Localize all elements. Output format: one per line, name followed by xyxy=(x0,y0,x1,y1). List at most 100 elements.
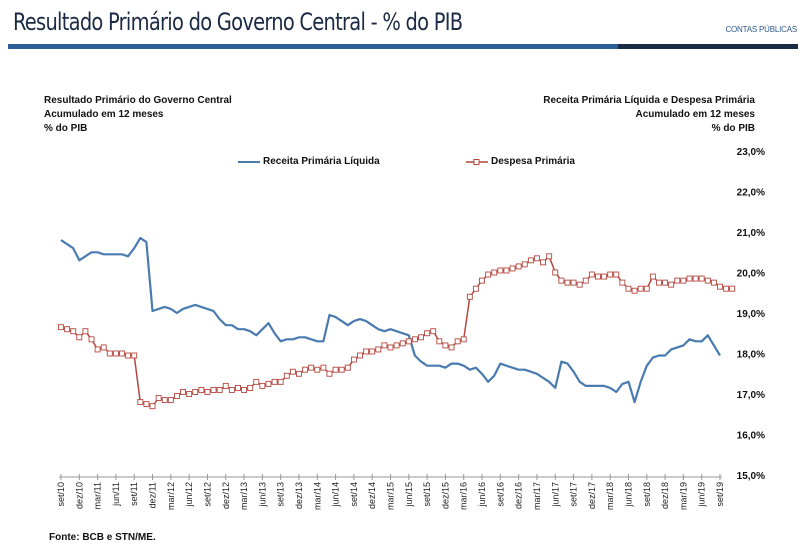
x-tick-label: mar/11 xyxy=(93,482,103,509)
right-heading-line1: Receita Primária Líquida e Despesa Primá… xyxy=(543,95,755,106)
x-tick-label: set/18 xyxy=(642,482,652,507)
data-point-despesa xyxy=(399,340,406,347)
left-chart-heading: Resultado Primário do Governo Central Ac… xyxy=(44,94,232,136)
data-point-despesa xyxy=(509,265,516,272)
data-point-despesa xyxy=(619,279,626,286)
data-point-despesa xyxy=(418,334,424,341)
x-tick-label: set/16 xyxy=(495,482,505,507)
x-tick-label: dez/16 xyxy=(514,482,524,509)
data-point-despesa xyxy=(94,346,101,353)
data-point-despesa xyxy=(180,389,186,395)
data-point-despesa xyxy=(289,368,296,375)
series-group xyxy=(58,237,736,410)
data-point-despesa xyxy=(674,277,681,284)
y-axis: 15,0% 16,0% 17,0% 18,0% 19,0% 20,0% 21,0% 22,0%… xyxy=(737,147,765,482)
data-point-despesa xyxy=(411,336,418,343)
x-tick-label: dez/18 xyxy=(660,482,670,509)
x-tick-label: jun/15 xyxy=(404,482,414,508)
x-axis: set/10 dez/10 mar/11 jun/11 set/11 dez/11 mar/… xyxy=(56,474,725,510)
data-point-despesa xyxy=(515,263,522,270)
data-point-despesa xyxy=(76,334,83,341)
data-point-despesa xyxy=(131,352,138,359)
data-point-despesa xyxy=(155,395,162,401)
x-tick-label: mar/17 xyxy=(532,482,542,510)
data-point-despesa xyxy=(222,382,229,389)
data-point-despesa xyxy=(503,267,510,274)
x-tick-label: set/11 xyxy=(129,482,139,506)
x-tick-label: dez/14 xyxy=(367,482,377,509)
data-point-despesa xyxy=(527,257,534,264)
data-point-despesa xyxy=(717,283,723,290)
data-point-despesa xyxy=(271,378,278,385)
section-label: CONTAS PÚBLICAS xyxy=(725,25,797,34)
data-point-despesa xyxy=(466,293,473,300)
data-point-despesa xyxy=(405,338,412,345)
data-point-despesa xyxy=(564,279,571,286)
data-point-despesa xyxy=(613,271,620,278)
data-point-despesa xyxy=(70,328,77,335)
x-tick-label: dez/15 xyxy=(440,482,450,509)
data-point-despesa xyxy=(326,370,333,377)
data-point-despesa xyxy=(387,344,394,351)
data-point-despesa xyxy=(637,285,644,292)
x-tick-label: set/10 xyxy=(56,482,66,507)
data-point-despesa xyxy=(112,350,119,357)
left-heading-line3: % do PIB xyxy=(44,123,88,134)
data-point-despesa xyxy=(173,393,180,399)
data-point-despesa xyxy=(582,277,589,284)
data-point-despesa xyxy=(204,389,211,395)
x-tick-label: dez/11 xyxy=(148,482,158,508)
legend-square-marker-icon xyxy=(466,158,488,165)
x-tick-label: jun/11 xyxy=(111,482,121,507)
data-point-despesa xyxy=(149,403,156,410)
x-tick-label: mar/18 xyxy=(605,482,615,510)
data-point-despesa xyxy=(192,389,199,395)
right-heading-line3: % do PIB xyxy=(711,123,755,134)
data-point-despesa xyxy=(656,279,662,286)
y-tick-label: 16,0% xyxy=(737,431,765,442)
y-tick-label: 15,0% xyxy=(737,471,765,482)
data-point-despesa xyxy=(436,338,443,345)
data-point-despesa xyxy=(161,397,168,404)
header-divider-dark xyxy=(618,44,798,49)
data-point-despesa xyxy=(625,285,632,292)
data-point-despesa xyxy=(235,384,241,391)
y-tick-label: 23,0% xyxy=(737,147,765,158)
legend-item-despesa: Despesa Primária xyxy=(466,156,575,167)
x-tick-label: dez/13 xyxy=(294,482,304,509)
data-point-despesa xyxy=(540,259,546,266)
data-point-despesa xyxy=(393,342,400,349)
x-tick-label: dez/17 xyxy=(587,482,597,509)
data-point-despesa xyxy=(485,271,492,278)
data-point-despesa xyxy=(601,273,608,280)
x-tick-label: mar/16 xyxy=(459,482,469,510)
data-point-despesa xyxy=(607,271,614,278)
data-point-despesa xyxy=(680,277,687,284)
data-point-despesa xyxy=(143,401,150,408)
x-tick-label: jun/12 xyxy=(184,482,194,508)
data-point-despesa xyxy=(472,285,479,292)
x-tick-label: mar/12 xyxy=(166,482,176,510)
data-point-despesa xyxy=(320,364,327,371)
x-tick-label: set/17 xyxy=(569,482,579,507)
data-point-despesa xyxy=(308,364,315,371)
data-point-despesa xyxy=(314,366,321,373)
data-point-despesa xyxy=(546,253,553,260)
data-point-despesa xyxy=(186,391,193,397)
data-point-despesa xyxy=(283,372,290,379)
data-point-despesa xyxy=(442,342,449,349)
data-point-despesa xyxy=(357,352,363,359)
data-point-despesa xyxy=(253,378,260,385)
x-tick-label: set/19 xyxy=(715,482,725,507)
data-point-despesa xyxy=(350,356,357,363)
y-tick-label: 21,0% xyxy=(737,228,765,239)
y-tick-label: 19,0% xyxy=(737,309,765,320)
data-point-despesa xyxy=(302,366,309,373)
data-point-despesa xyxy=(344,364,351,371)
data-point-despesa xyxy=(533,255,540,262)
data-point-despesa xyxy=(247,384,254,391)
x-tick-label: mar/14 xyxy=(312,482,322,510)
x-tick-label: jun/17 xyxy=(550,482,560,508)
data-point-despesa xyxy=(668,281,675,288)
